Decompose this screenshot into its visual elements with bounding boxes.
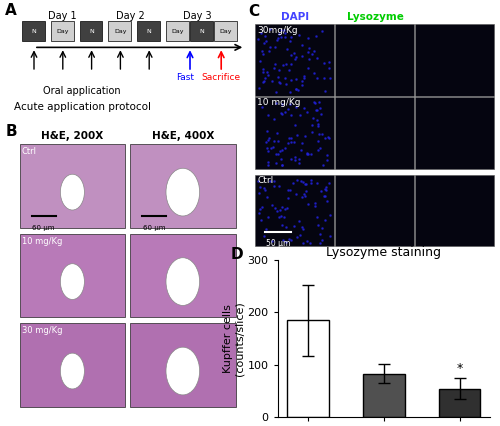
Text: Lysozyme: Lysozyme	[346, 12, 404, 22]
Title: Lysozyme staining: Lysozyme staining	[326, 246, 442, 259]
Text: 60 μm: 60 μm	[143, 225, 165, 231]
Ellipse shape	[166, 258, 200, 305]
Y-axis label: Kupffer cells
(counts/slice): Kupffer cells (counts/slice)	[223, 301, 244, 376]
Text: *: *	[456, 362, 462, 375]
Ellipse shape	[60, 174, 84, 210]
FancyBboxPatch shape	[130, 234, 236, 317]
Bar	[287, 320, 329, 417]
FancyBboxPatch shape	[80, 21, 102, 41]
Text: Fast: Fast	[176, 73, 194, 82]
Text: Day: Day	[172, 29, 184, 34]
Text: Oral application: Oral application	[43, 86, 121, 96]
Text: 50 μm: 50 μm	[266, 239, 290, 248]
Text: Day 1: Day 1	[48, 11, 77, 20]
Ellipse shape	[60, 353, 84, 389]
FancyBboxPatch shape	[20, 144, 125, 228]
Text: N: N	[200, 29, 204, 34]
Text: Sacrifice: Sacrifice	[202, 73, 241, 82]
Text: Day: Day	[220, 29, 232, 34]
Text: Acute application protocol: Acute application protocol	[14, 102, 150, 112]
FancyBboxPatch shape	[335, 175, 414, 247]
Text: Day: Day	[56, 29, 69, 34]
Text: Merged: Merged	[432, 12, 478, 22]
FancyBboxPatch shape	[255, 175, 334, 247]
Text: 10 mg/Kg: 10 mg/Kg	[258, 98, 301, 107]
Text: 30 mg/Kg: 30 mg/Kg	[22, 326, 62, 335]
FancyBboxPatch shape	[255, 97, 334, 169]
Text: H&E, 400X: H&E, 400X	[152, 131, 214, 141]
FancyBboxPatch shape	[415, 175, 494, 247]
Text: Ctrl: Ctrl	[22, 147, 37, 156]
FancyBboxPatch shape	[20, 234, 125, 317]
Text: A: A	[5, 3, 17, 18]
Bar	[438, 389, 480, 417]
FancyBboxPatch shape	[51, 21, 74, 41]
FancyBboxPatch shape	[137, 21, 160, 41]
Text: Day 3: Day 3	[183, 11, 212, 20]
FancyBboxPatch shape	[20, 323, 125, 407]
FancyBboxPatch shape	[214, 21, 237, 41]
Text: DAPI: DAPI	[281, 12, 309, 22]
Text: Ctrl: Ctrl	[258, 176, 274, 185]
Text: N: N	[32, 29, 36, 34]
Text: H&E, 200X: H&E, 200X	[42, 131, 104, 141]
Bar	[363, 374, 405, 417]
Ellipse shape	[166, 347, 200, 395]
Text: N: N	[89, 29, 94, 34]
Text: D: D	[231, 247, 243, 262]
FancyBboxPatch shape	[22, 21, 45, 41]
Text: 30mg/Kg: 30mg/Kg	[258, 26, 298, 35]
Text: Day 2: Day 2	[116, 11, 144, 20]
FancyBboxPatch shape	[130, 144, 236, 228]
FancyBboxPatch shape	[415, 24, 494, 96]
Text: 10 mg/Kg: 10 mg/Kg	[22, 237, 62, 246]
Text: 60 μm: 60 μm	[32, 225, 55, 231]
FancyBboxPatch shape	[190, 21, 213, 41]
FancyBboxPatch shape	[415, 97, 494, 169]
FancyBboxPatch shape	[108, 21, 131, 41]
FancyBboxPatch shape	[255, 24, 334, 96]
Text: Day: Day	[114, 29, 126, 34]
FancyBboxPatch shape	[335, 24, 414, 96]
Text: N: N	[147, 29, 152, 34]
FancyBboxPatch shape	[130, 323, 236, 407]
Ellipse shape	[60, 264, 84, 299]
FancyBboxPatch shape	[335, 97, 414, 169]
Text: B: B	[5, 124, 17, 138]
Text: C: C	[248, 4, 259, 19]
Ellipse shape	[166, 168, 200, 216]
FancyBboxPatch shape	[166, 21, 189, 41]
